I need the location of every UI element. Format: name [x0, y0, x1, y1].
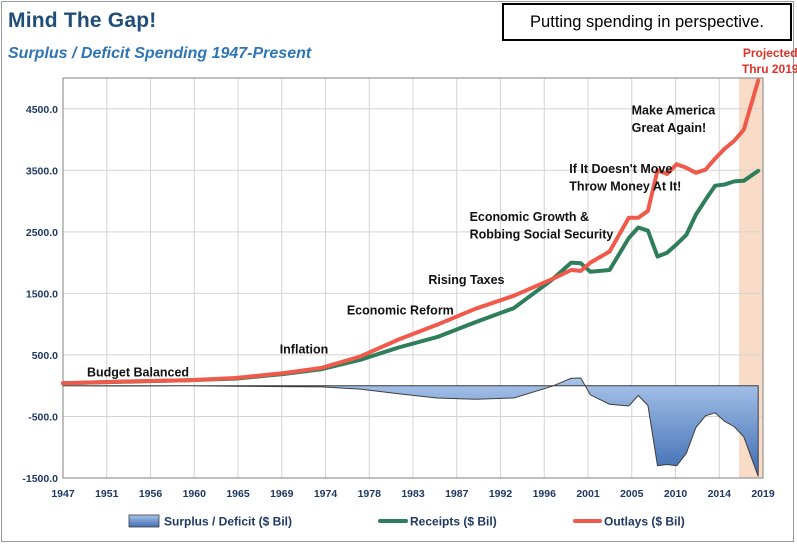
x-tick-label: 2019 [751, 488, 775, 500]
x-tick-label: 1978 [358, 488, 382, 500]
x-tick-label: 2005 [620, 488, 644, 500]
chart-title: Mind The Gap! [8, 9, 157, 32]
x-tick-label: 1974 [314, 488, 338, 500]
projected-label: Projected [743, 46, 797, 60]
plot-area-border [62, 77, 764, 479]
y-tick-label: 1500.0 [26, 288, 58, 300]
annotation-label: Inflation [280, 343, 329, 357]
x-tick-label: 1987 [445, 488, 469, 500]
y-tick-label: -500.0 [28, 411, 58, 423]
x-tick-label: 1969 [270, 488, 294, 500]
legend-label-deficit: Surplus / Deficit ($ Bil) [164, 515, 292, 529]
x-tick-label: 1992 [489, 488, 513, 500]
y-tick-label: 3500.0 [26, 165, 58, 177]
annotation-label: Great Again! [632, 121, 707, 135]
annotation-label: Economic Reform [347, 303, 454, 317]
surplus-deficit-area [62, 377, 759, 477]
annotation-label: Economic Growth & [470, 210, 589, 224]
x-tick-label: 1983 [401, 488, 425, 500]
y-tick-label: 2500.0 [26, 227, 58, 239]
y-tick-label: 500.0 [32, 350, 58, 362]
perspective-note: Putting spending in perspective. [502, 3, 792, 41]
outlays-line [61, 78, 761, 386]
annotation-label: Budget Balanced [87, 365, 189, 379]
x-tick-label: 1951 [95, 488, 119, 500]
annotation-label: Robbing Social Security [470, 228, 614, 242]
x-tick-label: 2010 [664, 488, 688, 500]
x-tick-label: 2001 [576, 488, 600, 500]
y-tick-label: 4500.0 [26, 104, 58, 116]
legend-label-outlays: Outlays ($ Bil) [604, 515, 685, 529]
legend-swatch-deficit [128, 514, 160, 528]
legend-label-receipts: Receipts ($ Bil) [410, 515, 497, 529]
annotation-label: Rising Taxes [428, 273, 504, 287]
x-tick-label: 1996 [533, 488, 557, 500]
x-tick-label: 2014 [708, 488, 732, 500]
x-tick-label: 1956 [139, 488, 163, 500]
receipts-line [61, 168, 761, 386]
chart-subtitle: Surplus / Deficit Spending 1947-Present [8, 45, 312, 62]
y-tick-label: -1500.0 [22, 473, 58, 485]
annotation-label: Throw Money At It! [569, 180, 681, 194]
x-tick-label: 1947 [51, 488, 75, 500]
annotation-label: If It Doesn't Move [569, 162, 672, 176]
x-tick-label: 1965 [226, 488, 250, 500]
annotation-label: Make America [632, 103, 717, 117]
x-tick-label: 1960 [183, 488, 207, 500]
projected-label: Thru 2019 [742, 62, 797, 76]
